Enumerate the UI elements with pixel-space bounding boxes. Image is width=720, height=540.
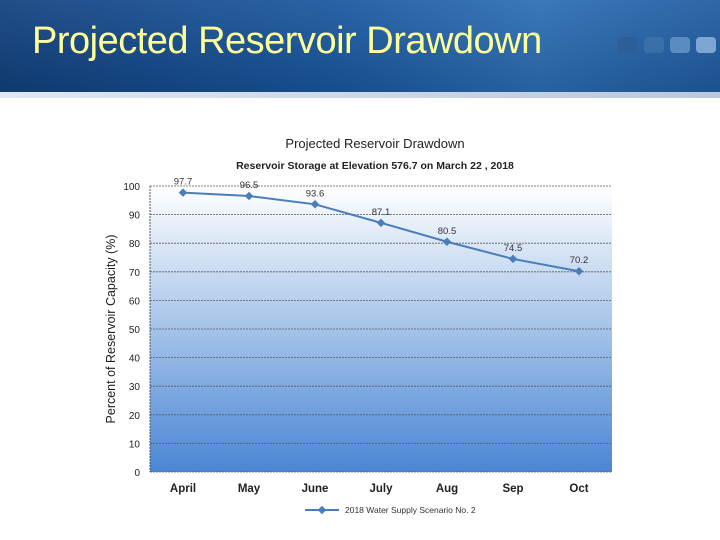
- y-tick-label: 40: [129, 354, 141, 365]
- chart-subtitle: Reservoir Storage at Elevation 576.7 on …: [236, 160, 514, 172]
- y-tick-label: 20: [129, 411, 141, 422]
- chart-title: Projected Reservoir Drawdown: [285, 136, 464, 151]
- data-label: 97.7: [174, 177, 193, 188]
- y-tick-label: 50: [129, 325, 141, 336]
- data-label: 74.5: [504, 243, 523, 254]
- y-tick-label: 100: [123, 182, 140, 193]
- y-tick-label: 10: [129, 439, 141, 450]
- data-label: 87.1: [372, 207, 391, 218]
- data-label: 70.2: [570, 255, 589, 266]
- title-banner-underline: [0, 92, 720, 98]
- decorative-dot: [618, 37, 638, 53]
- x-tick-label: Sep: [502, 483, 523, 495]
- title-banner-shade: [0, 0, 720, 98]
- legend-marker: [317, 505, 327, 515]
- data-point: [574, 266, 584, 276]
- decorative-dot: [696, 37, 716, 53]
- y-tick-label: 90: [129, 211, 141, 222]
- y-tick-label: 30: [129, 382, 141, 393]
- data-point: [376, 218, 386, 228]
- data-label: 80.5: [438, 226, 457, 237]
- x-tick-label: July: [369, 483, 393, 495]
- decorative-dot: [670, 37, 690, 53]
- x-tick-label: Aug: [436, 483, 458, 495]
- x-tick-label: Oct: [569, 483, 588, 495]
- y-axis-title: Percent of Reservoir Capacity (%): [104, 235, 118, 424]
- y-tick-label: 80: [129, 239, 141, 250]
- x-tick-label: May: [238, 483, 261, 495]
- title-banner: [0, 0, 720, 98]
- y-tick-label: 60: [129, 296, 141, 307]
- x-tick-label: April: [170, 483, 196, 495]
- line-chart: Projected Reservoir Drawdown Reservoir St…: [104, 136, 612, 515]
- slide-title: Projected Reservoir Drawdown: [32, 20, 542, 62]
- data-label: 93.6: [306, 188, 325, 199]
- decorative-dot: [644, 37, 664, 53]
- y-tick-label: 0: [134, 468, 140, 479]
- data-point: [244, 191, 254, 201]
- y-tick-label: 70: [129, 268, 141, 279]
- data-point: [442, 237, 452, 247]
- data-point: [178, 188, 188, 197]
- data-label: 96.5: [240, 180, 259, 191]
- legend-label: 2018 Water Supply Scenario No. 2: [345, 505, 476, 515]
- data-point: [310, 200, 320, 209]
- x-tick-label: June: [302, 483, 329, 495]
